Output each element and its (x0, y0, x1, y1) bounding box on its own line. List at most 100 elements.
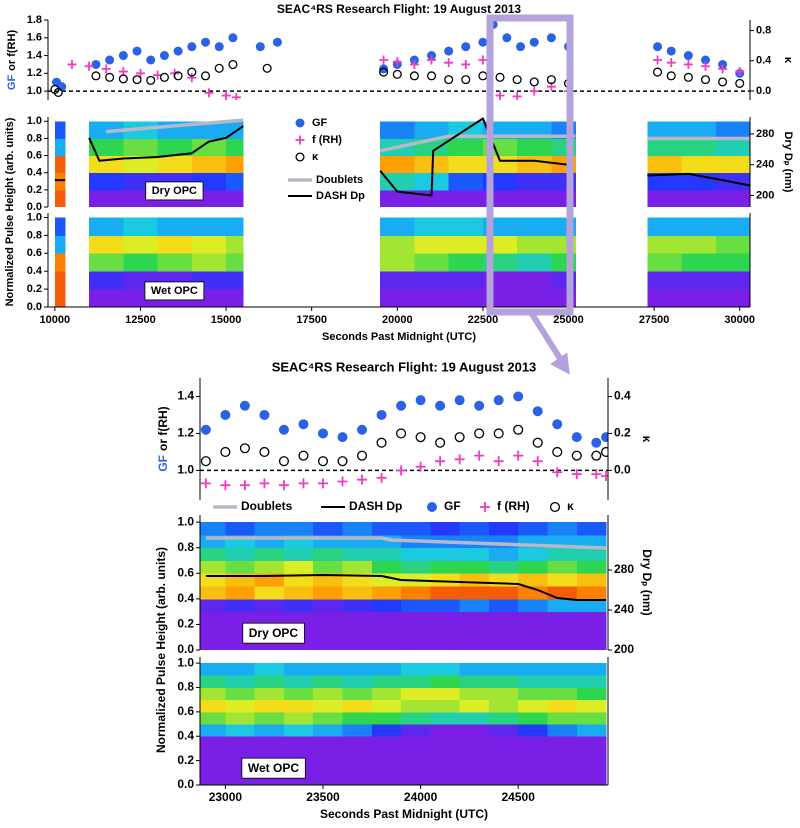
legend-label: f (RH) (497, 499, 530, 513)
zoom-highlight (486, 14, 574, 316)
heatmap-cell (225, 663, 256, 676)
heatmap-cell (518, 522, 548, 536)
heatmap-cell (488, 675, 519, 688)
open-circle-marker (228, 59, 238, 70)
heatmap-cell (225, 547, 256, 561)
heatmap-cell (89, 289, 124, 307)
open-circle-marker (200, 456, 211, 467)
open-circle-marker (652, 67, 663, 77)
heatmap-cell (576, 663, 607, 676)
heatmap-cell (459, 724, 490, 737)
y-axis-title-part: GF (156, 455, 170, 472)
legend-label: DASH Dp (316, 190, 365, 202)
heatmap-cell (488, 748, 519, 762)
heatmap-cell (576, 534, 607, 549)
heatmap-cell (380, 155, 415, 174)
heatmap-cell (371, 624, 402, 638)
heatmap-cell (448, 253, 484, 272)
heatmap-cell (225, 699, 256, 713)
legend-label: GF (312, 117, 328, 129)
heatmap-cell (430, 637, 461, 650)
plus-marker (601, 470, 608, 481)
heatmap-cell (89, 217, 124, 236)
x-tick-label: 27500 (639, 314, 670, 326)
heatmap-cell (380, 217, 415, 236)
open-circle-marker (132, 75, 142, 85)
filled-circle-marker (239, 400, 250, 411)
heatmap-cell (313, 699, 343, 713)
heatmap-cell (123, 138, 158, 156)
panel-label-box (242, 622, 305, 644)
heatmap-cell (380, 271, 415, 290)
heatmap-cell (488, 736, 519, 749)
heatmap-cell (647, 138, 682, 156)
heatmap-cell (371, 598, 402, 613)
heatmap-cell (313, 772, 343, 785)
open-circle-marker (278, 456, 289, 467)
y2-tick-label: 200 (756, 189, 774, 201)
open-circle-marker (396, 428, 407, 439)
y2-tick-label: 0.4 (756, 55, 772, 67)
heatmap-cell (518, 711, 548, 725)
heatmap-cell (254, 598, 285, 613)
heatmap-cell (371, 663, 402, 676)
open-circle-marker (532, 437, 543, 448)
heatmap-cell (430, 547, 461, 561)
y-axis-title: GF or f(RH) (156, 406, 170, 471)
heatmap-cell (313, 687, 343, 701)
heatmap-cell (547, 611, 578, 625)
heatmap-cell (647, 217, 682, 236)
heatmap-cell (254, 611, 285, 625)
heatmap-cell (200, 598, 226, 613)
y-tick-label: 0.6 (27, 247, 42, 259)
filled-circle-marker (552, 419, 563, 430)
heatmap-cell (430, 687, 461, 701)
heatmap-cell (547, 724, 578, 737)
heatmap-cell (459, 637, 490, 650)
y-tick-label: 1.6 (27, 32, 42, 44)
heatmap-cell (647, 155, 682, 174)
filled-circle-marker (516, 42, 526, 52)
y-tick-label: 0.6 (177, 565, 194, 579)
plus-marker (735, 67, 745, 77)
y-tick-label: 0.2 (177, 617, 194, 631)
heatmap-cell (371, 772, 402, 785)
heatmap-cell (313, 611, 343, 625)
open-circle-marker (415, 432, 426, 443)
heatmap-cell (414, 289, 450, 307)
filled-circle-marker (532, 406, 543, 417)
heatmap-cell (517, 235, 552, 254)
heatmap-cell (371, 560, 402, 574)
plus-marker (454, 454, 465, 465)
plus-marker (427, 55, 437, 65)
y-tick-label: 1.0 (177, 463, 194, 477)
open-circle-marker (200, 71, 211, 81)
heatmap-cell (89, 189, 124, 207)
heatmap-cell (414, 217, 450, 236)
plot-area (48, 20, 750, 100)
open-circle-marker (426, 71, 437, 81)
heatmap-cell (681, 189, 717, 207)
y-tick-label: 0.0 (27, 301, 42, 313)
heatmap-cell (342, 724, 373, 737)
heatmap-cell (401, 687, 431, 701)
heatmap-cell (283, 522, 314, 536)
heatmap-cell (448, 217, 484, 236)
heatmap-cell (313, 748, 343, 762)
x-tick-label: 24500 (502, 790, 536, 804)
plus-marker (591, 469, 602, 480)
heatmap-cell (459, 663, 490, 676)
open-circle-marker (444, 75, 454, 85)
heatmap-cell (371, 699, 402, 713)
plus-marker (532, 456, 543, 467)
heatmap-cell (547, 573, 578, 587)
y-tick-label: 0.4 (177, 728, 194, 742)
heatmap-cell (200, 748, 226, 762)
heatmap-cell (547, 675, 578, 688)
legend-label: Doublets (241, 499, 293, 513)
heatmap-cell (54, 217, 66, 236)
open-circle-marker (392, 69, 402, 79)
heatmap-cell (380, 172, 415, 191)
heatmap-cell (157, 253, 193, 272)
heatmap-cell (380, 289, 415, 307)
